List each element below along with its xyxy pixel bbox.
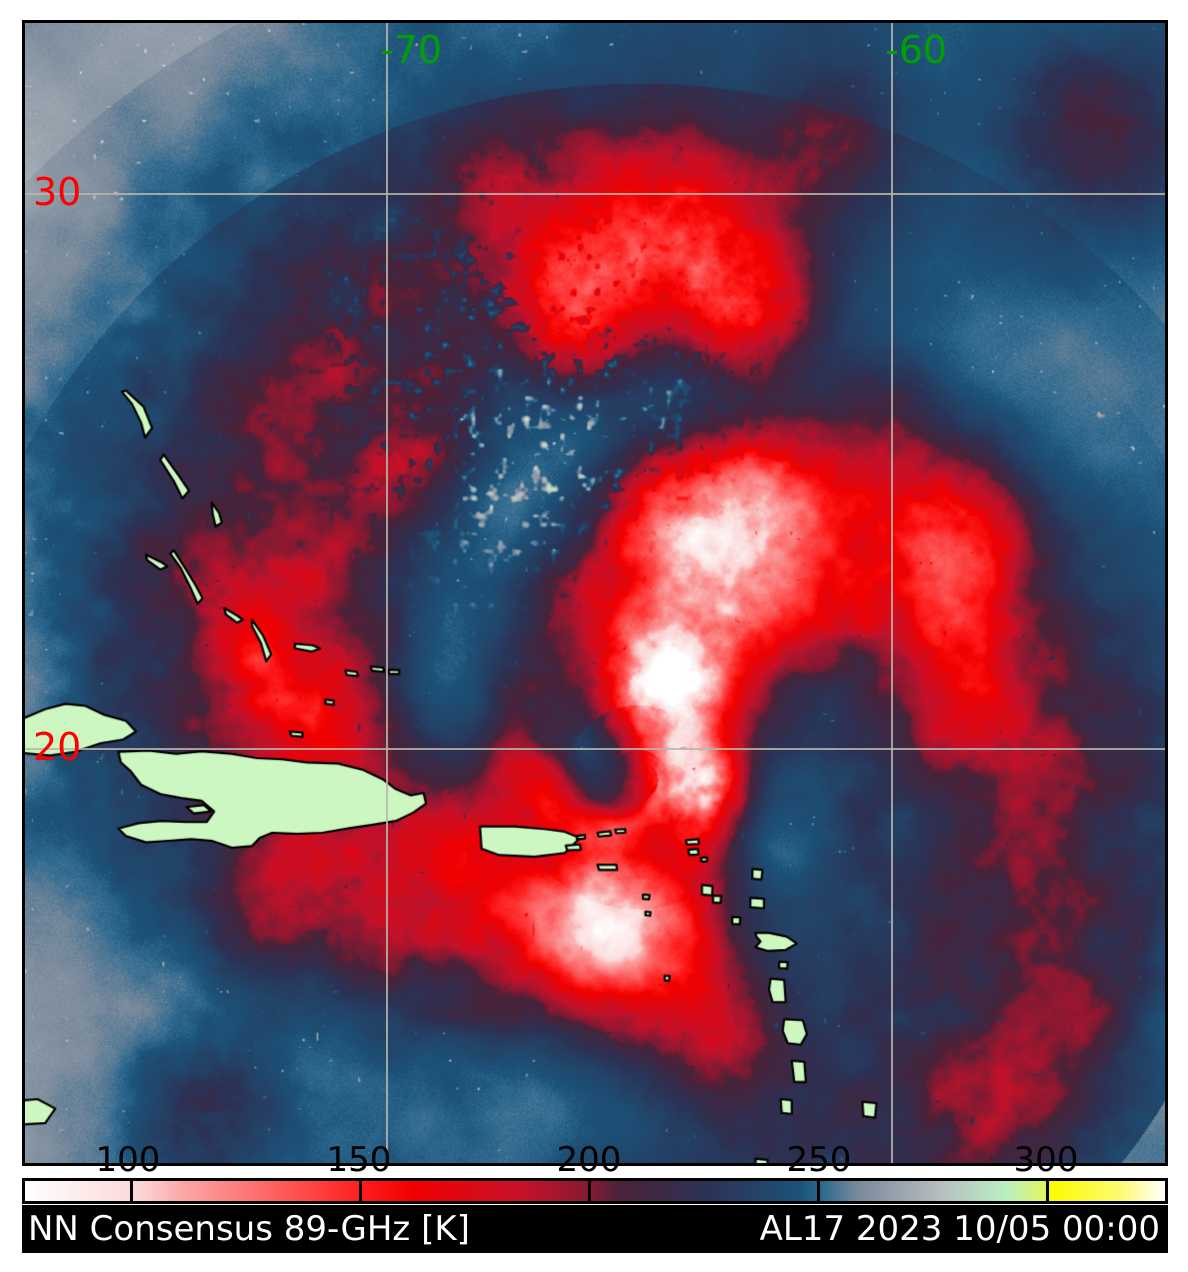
colorbar-tick-labels: 100 150 200 250 300 <box>22 1140 1168 1180</box>
lat-label-30: 30 <box>33 170 82 214</box>
map-panel: -70 -60 30 20 <box>22 20 1168 1166</box>
colorbar-tick-250: 250 <box>786 1140 852 1180</box>
colorbar-divider-300 <box>1046 1181 1049 1201</box>
colorbar-gradient <box>25 1181 1165 1201</box>
colorbar-divider-150 <box>359 1181 362 1201</box>
colorbar-divider-200 <box>588 1181 591 1201</box>
lon-label-minus70: -70 <box>380 28 443 72</box>
product-title: NN Consensus 89-GHz [K] <box>28 1209 470 1249</box>
colorbar-divider-100 <box>130 1181 133 1201</box>
colorbar-tick-200: 200 <box>556 1140 622 1180</box>
colorbar-tick-300: 300 <box>1013 1140 1079 1180</box>
colorbar-divider-250 <box>817 1181 820 1201</box>
lon-label-minus60: -60 <box>885 28 948 72</box>
storm-timestamp: AL17 2023 10/05 00:00 <box>759 1209 1160 1249</box>
caption-bar: NN Consensus 89-GHz [K] AL17 2023 10/05 … <box>22 1205 1168 1253</box>
satellite-brightness-temperature-raster <box>25 23 1165 1163</box>
colorbar-tick-100: 100 <box>95 1140 161 1180</box>
lat-label-20: 20 <box>33 725 82 769</box>
colorbar-tick-150: 150 <box>326 1140 392 1180</box>
colorbar <box>22 1178 1168 1204</box>
